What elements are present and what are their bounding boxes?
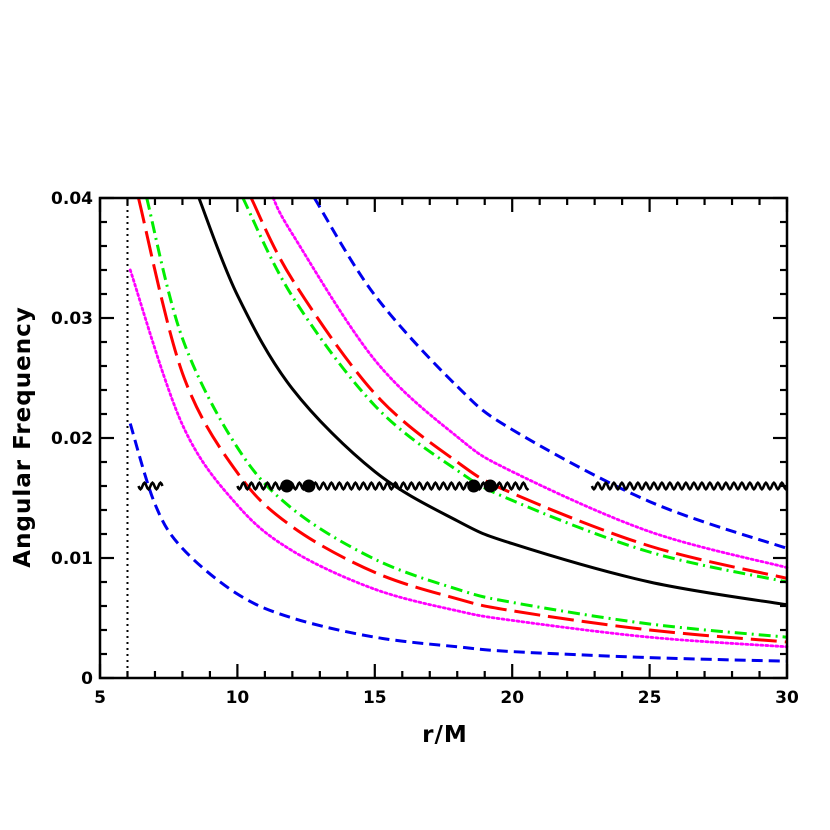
wavy-line-segment-0 [137, 481, 164, 491]
x-tick-label: 15 [363, 688, 387, 708]
curves-layer [128, 196, 789, 663]
y-axis-label: Angular Frequency [10, 306, 36, 567]
plot-frame [98, 196, 789, 680]
y-tick-label: 0.01 [51, 549, 93, 569]
marked-point-0 [280, 479, 294, 493]
series-blue-short-dash-8 [128, 423, 788, 663]
y-tick-label: 0.02 [51, 429, 93, 449]
x-tick-label: 5 [94, 688, 106, 708]
series-magenta-dotted-7 [128, 268, 789, 649]
marked-point-2 [467, 479, 481, 493]
wavy-line-segment-2 [590, 481, 788, 491]
marked-point-3 [483, 479, 497, 493]
x-tick-label: 25 [638, 688, 662, 708]
series-black-solid-0 [197, 197, 788, 607]
series-green-dash-dot-6 [145, 197, 788, 639]
x-axis-label: r/M [422, 722, 468, 748]
series-blue-short-dash-4 [313, 197, 788, 550]
series-red-long-dash-1 [249, 197, 788, 580]
overlay-layer [126, 198, 788, 678]
y-tick-label: 0 [81, 669, 93, 689]
series-green-dash-dot-2 [241, 197, 788, 584]
y-tick-label: 0.04 [51, 189, 93, 209]
series-red-long-dash-5 [137, 197, 788, 644]
marked-point-1 [302, 479, 316, 493]
y-tick-label: 0.03 [51, 309, 93, 329]
tick-labels-layer: 5 10 15 20 25 30 0 0.01 0.02 0.03 0.04 [51, 189, 799, 708]
series-magenta-dotted-3 [271, 196, 789, 569]
x-tick-label: 30 [775, 688, 799, 708]
x-tick-label: 10 [226, 688, 250, 708]
ticks-layer [98, 196, 789, 680]
x-tick-label: 20 [500, 688, 524, 708]
